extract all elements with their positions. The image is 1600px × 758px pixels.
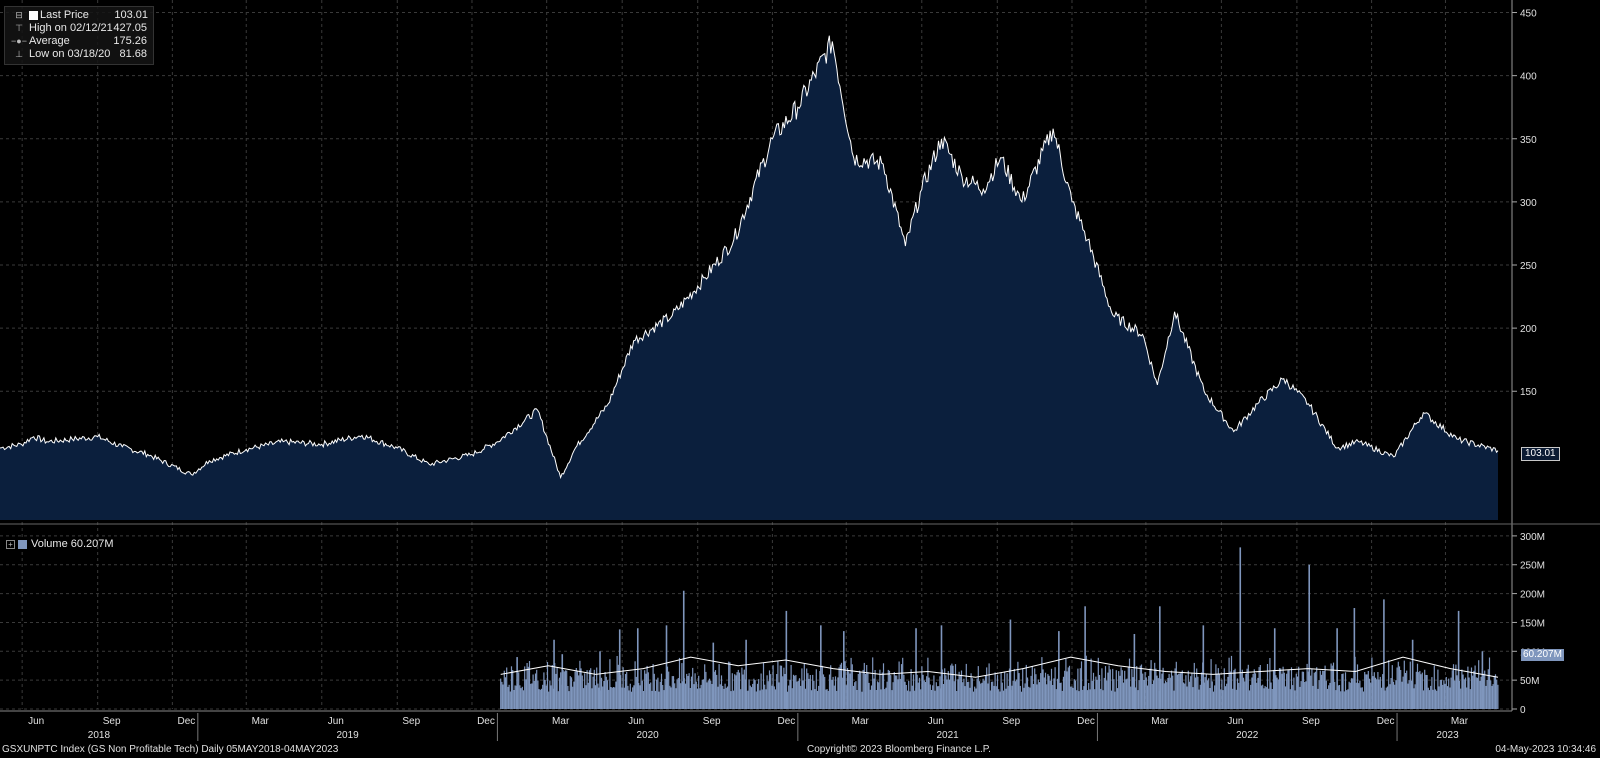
x-year-label: 2022 [1236, 730, 1259, 741]
x-month-label: Sep [103, 716, 121, 727]
x-month-label: Dec [1077, 716, 1095, 727]
x-year-label: 2019 [336, 730, 359, 741]
legend-value: 103.01 [114, 9, 148, 21]
legend-label: High on 02/12/21 [29, 22, 113, 34]
x-year-label: 2021 [937, 730, 960, 741]
footer-security: GSXUNPTC Index (GS Non Profitable Tech) … [2, 744, 339, 755]
x-month-label: Jun [328, 716, 344, 727]
volume-tick-label: 0 [1520, 705, 1526, 716]
volume-bars [500, 547, 1499, 709]
x-month-label: Dec [1377, 716, 1395, 727]
x-month-label: Jun [1227, 716, 1243, 727]
chart-canvas: Jun Sep Dec Mar Jun Sep Dec Mar Jun Sep Dec Mar Jun S… [0, 0, 1600, 741]
price-legend: ⊟ Last Price 103.01 ⊤ High on 02/12/21 427.0… [4, 6, 154, 65]
price-area [0, 35, 1499, 520]
y-tick-label: 400 [1520, 72, 1537, 83]
last-volume-tag: 60.207M [1521, 649, 1564, 661]
y-tick-label: 150 [1520, 387, 1537, 398]
footer-bar: GSXUNPTC Index (GS Non Profitable Tech) … [0, 742, 1600, 758]
y-tick-label: 250 [1520, 261, 1537, 272]
x-month-label: Mar [252, 716, 270, 727]
volume-tick-label: 200M [1520, 590, 1545, 601]
legend-value: 427.05 [113, 22, 147, 34]
volume-tick-label: 50M [1520, 676, 1539, 687]
collapse-icon[interactable]: + [6, 539, 15, 549]
legend-value: 175.26 [113, 35, 147, 47]
x-month-label: Sep [1302, 716, 1320, 727]
legend-last-price: ⊟ Last Price 103.01 [9, 9, 148, 22]
x-month-label: Mar [1151, 716, 1169, 727]
legend-label: Last Price [40, 9, 89, 21]
x-year-label: 2023 [1436, 730, 1459, 741]
x-month-label: Jun [928, 716, 944, 727]
price-area-fill [0, 35, 1498, 520]
legend-average: −●− Average 175.26 [9, 35, 148, 48]
x-month-label: Jun [28, 716, 44, 727]
legend-label: Low on 03/18/20 [29, 48, 111, 60]
x-month-label: Sep [1002, 716, 1020, 727]
footer-timestamp: 04-May-2023 10:34:46 [1495, 744, 1596, 755]
legend-high: ⊤ High on 02/12/21 427.05 [9, 22, 148, 35]
low-marker-icon: ⊥ [15, 49, 23, 59]
x-month-label: Mar [852, 716, 870, 727]
axes: Jun Sep Dec Mar Jun Sep Dec Mar Jun Sep Dec Mar Jun S… [0, 0, 1600, 741]
legend-label: Average [29, 35, 70, 47]
x-year-label: 2020 [637, 730, 660, 741]
volume-tick-label: 150M [1520, 618, 1545, 629]
x-month-label: Sep [703, 716, 721, 727]
gridlines [0, 0, 1512, 710]
price-line [0, 35, 1499, 480]
last-price-tag: 103.01 [1521, 447, 1560, 461]
legend-value: 81.68 [119, 48, 147, 60]
y-tick-label: 200 [1520, 324, 1537, 335]
footer-copyright: Copyright© 2023 Bloomberg Finance L.P. [807, 744, 991, 755]
x-month-label: Dec [777, 716, 795, 727]
average-line-icon: −●− [11, 36, 27, 46]
last-price-swatch [29, 11, 38, 20]
volume-swatch [18, 539, 27, 549]
x-month-label: Mar [552, 716, 570, 727]
x-month-label: Jun [628, 716, 644, 727]
volume-legend: + Volume 60.207M [6, 538, 114, 550]
y-tick-label: 300 [1520, 198, 1537, 209]
volume-legend-label: Volume 60.207M [31, 538, 114, 550]
y-tick-label: 450 [1520, 9, 1537, 20]
volume-tick-label: 300M [1520, 532, 1545, 543]
x-month-label: Dec [477, 716, 495, 727]
x-year-label: 2018 [88, 730, 111, 741]
legend-low: ⊥ Low on 03/18/20 81.68 [9, 48, 148, 61]
x-month-label: Mar [1451, 716, 1469, 727]
volume-tick-label: 250M [1520, 561, 1545, 572]
y-tick-label: 350 [1520, 135, 1537, 146]
high-marker-icon: ⊤ [15, 23, 23, 33]
x-month-label: Sep [402, 716, 420, 727]
volume-moving-average [500, 656, 1499, 678]
x-month-label: Dec [177, 716, 195, 727]
collapse-icon[interactable]: ⊟ [15, 10, 23, 20]
